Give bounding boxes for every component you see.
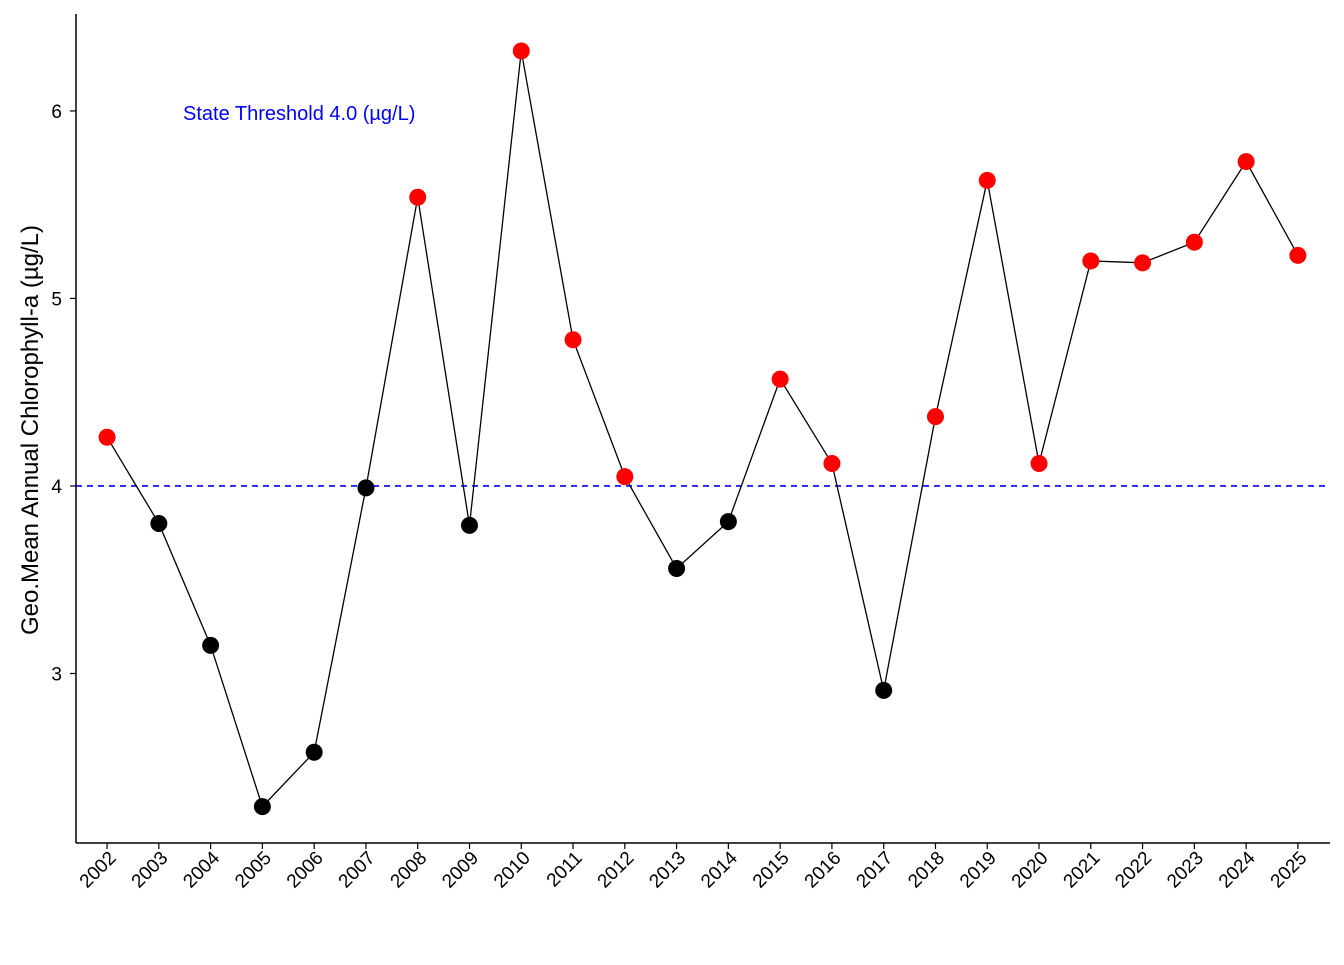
y-tick-label: 4 — [51, 477, 62, 498]
y-tick-label: 5 — [51, 289, 62, 310]
y-axis-label: Geo.Mean Annual Chlorophyll-a (µg/L) — [17, 225, 44, 635]
x-tick-label: 2014 — [697, 847, 742, 892]
x-tick-label: 2010 — [490, 848, 535, 893]
data-point — [98, 428, 116, 446]
data-point — [305, 743, 323, 761]
data-point — [202, 636, 220, 654]
x-tick-label: 2003 — [128, 848, 173, 893]
data-point — [1082, 252, 1100, 270]
x-tick-label: 2004 — [179, 847, 224, 892]
y-tick-label: 3 — [51, 664, 62, 685]
data-point — [616, 468, 634, 486]
x-tick-label: 2020 — [1008, 848, 1053, 893]
x-tick-label: 2008 — [387, 848, 432, 893]
data-point — [668, 559, 686, 577]
data-point — [1237, 153, 1255, 171]
x-tick-label: 2017 — [852, 848, 897, 893]
x-tick-label: 2018 — [904, 848, 949, 893]
series — [98, 42, 1307, 816]
data-point — [823, 454, 841, 472]
axes: 3 4 5 6 2002 2003 2004 2005 2006 2007 2008 2009 2010… — [51, 14, 1330, 892]
x-tick-label: 2016 — [801, 848, 846, 893]
x-tick-label: 2011 — [543, 848, 587, 892]
x-tick-label: 2007 — [335, 848, 380, 893]
data-point — [1134, 254, 1152, 272]
data-point — [771, 370, 789, 388]
data-point — [512, 42, 530, 60]
data-point — [978, 171, 996, 189]
data-point — [564, 331, 582, 349]
data-point — [1030, 454, 1048, 472]
x-tick-label: 2006 — [283, 848, 328, 893]
x-tick-label: 2021 — [1060, 848, 1105, 893]
series-line — [106, 50, 1299, 808]
data-point — [253, 798, 271, 816]
y-tick-label: 6 — [51, 102, 62, 123]
x-tick-label: 2002 — [76, 848, 121, 893]
x-tick-label: 2023 — [1163, 848, 1208, 893]
data-point — [460, 516, 478, 534]
data-point — [719, 513, 737, 531]
x-tick-label: 2025 — [1267, 848, 1312, 893]
data-point — [1185, 233, 1203, 251]
x-tick-label: 2019 — [956, 848, 1001, 893]
x-tick-label: 2009 — [438, 848, 483, 893]
data-point — [357, 479, 375, 497]
data-point — [1289, 246, 1307, 264]
data-point — [150, 514, 168, 532]
data-point — [409, 188, 427, 206]
data-point — [875, 681, 893, 699]
x-tick-label: 2013 — [645, 848, 690, 893]
x-tick-label: 2005 — [231, 848, 276, 893]
x-tick-label: 2022 — [1111, 848, 1156, 893]
x-tick-label: 2012 — [594, 848, 639, 893]
data-point — [926, 408, 944, 426]
threshold-label: State Threshold 4.0 (µg/L) — [183, 103, 415, 125]
x-tick-label: 2015 — [749, 848, 794, 893]
x-tick-label: 2024 — [1215, 847, 1260, 892]
